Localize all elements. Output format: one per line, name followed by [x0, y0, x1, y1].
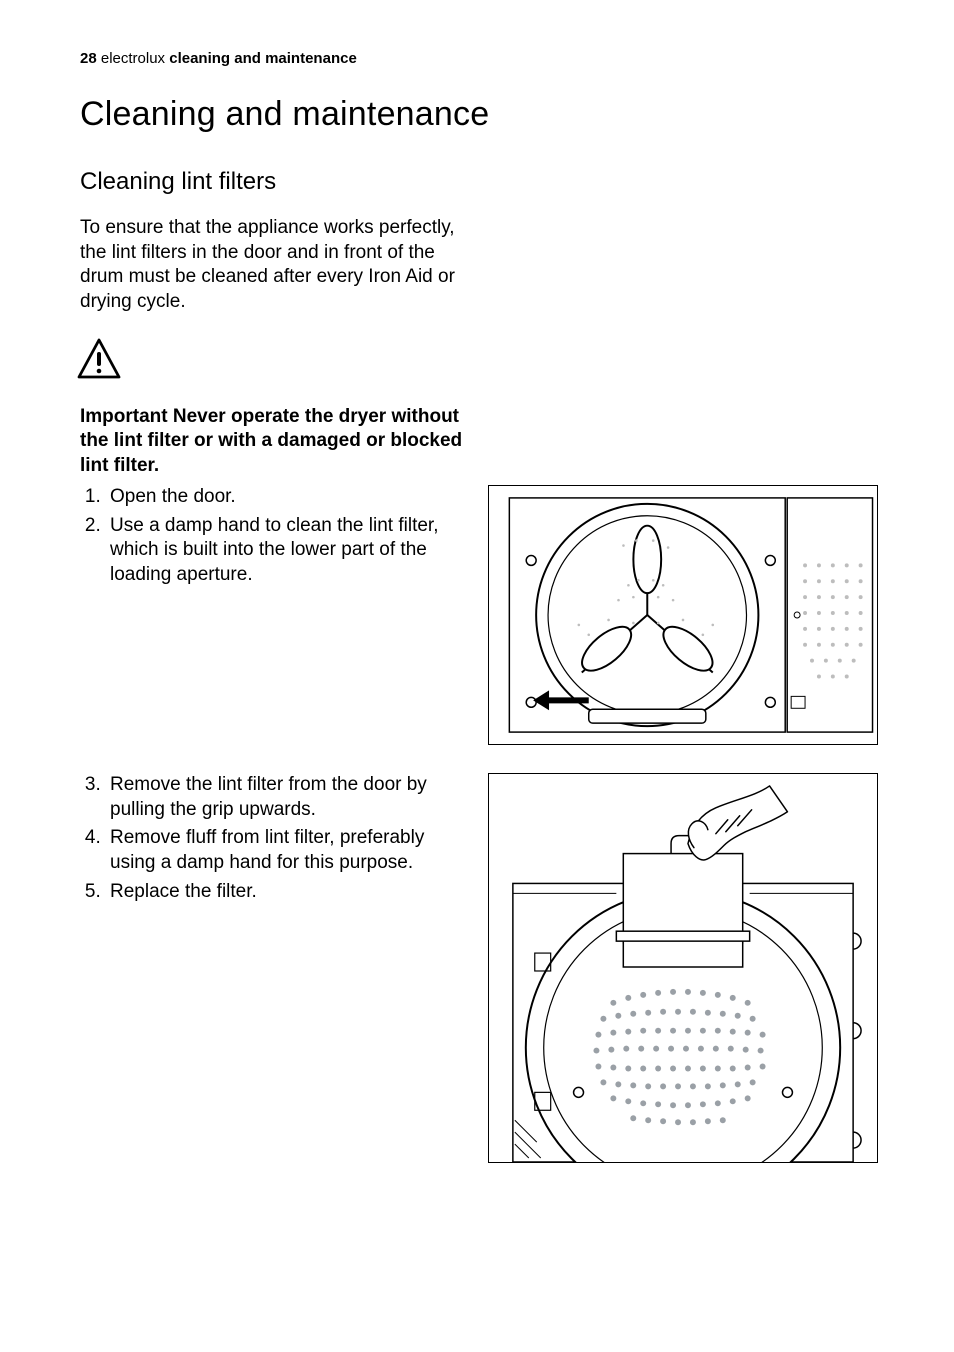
- steps-column-a: Open the door. Use a damp hand to clean …: [80, 485, 460, 592]
- page-number: 28: [80, 50, 97, 67]
- content-row-1: Open the door. Use a damp hand to clean …: [80, 485, 874, 745]
- figure-column-2: [488, 773, 878, 1163]
- step-item: Use a damp hand to clean the lint filter…: [106, 514, 460, 588]
- ordered-steps-b: Remove the lint filter from the door by …: [80, 773, 460, 904]
- running-header: 28 electrolux cleaning and maintenance: [80, 50, 874, 67]
- important-warning-text: Important Never operate the dryer withou…: [80, 405, 480, 479]
- step-item: Remove the lint filter from the door by …: [106, 773, 460, 822]
- steps-column-b: Remove the lint filter from the door by …: [80, 773, 460, 908]
- brand-name: electrolux: [101, 50, 165, 67]
- figure-drum-aperture: [488, 485, 878, 745]
- warning-icon: [76, 337, 874, 386]
- step-item: Replace the filter.: [106, 880, 460, 905]
- step-item: Open the door.: [106, 485, 460, 510]
- figure-column-1: [488, 485, 878, 745]
- step-item: Remove fluff from lint filter, preferabl…: [106, 826, 460, 875]
- content-row-2: Remove the lint filter from the door by …: [80, 773, 874, 1163]
- manual-page: 28 electrolux cleaning and maintenance C…: [0, 0, 954, 1251]
- intro-paragraph: To ensure that the appliance works perfe…: [80, 216, 480, 315]
- ordered-steps-a: Open the door. Use a damp hand to clean …: [80, 485, 460, 588]
- page-title: Cleaning and maintenance: [80, 95, 874, 134]
- section-subtitle: Cleaning lint filters: [80, 168, 874, 196]
- figure-hand-pulling-filter: [488, 773, 878, 1163]
- section-name: cleaning and maintenance: [169, 50, 357, 67]
